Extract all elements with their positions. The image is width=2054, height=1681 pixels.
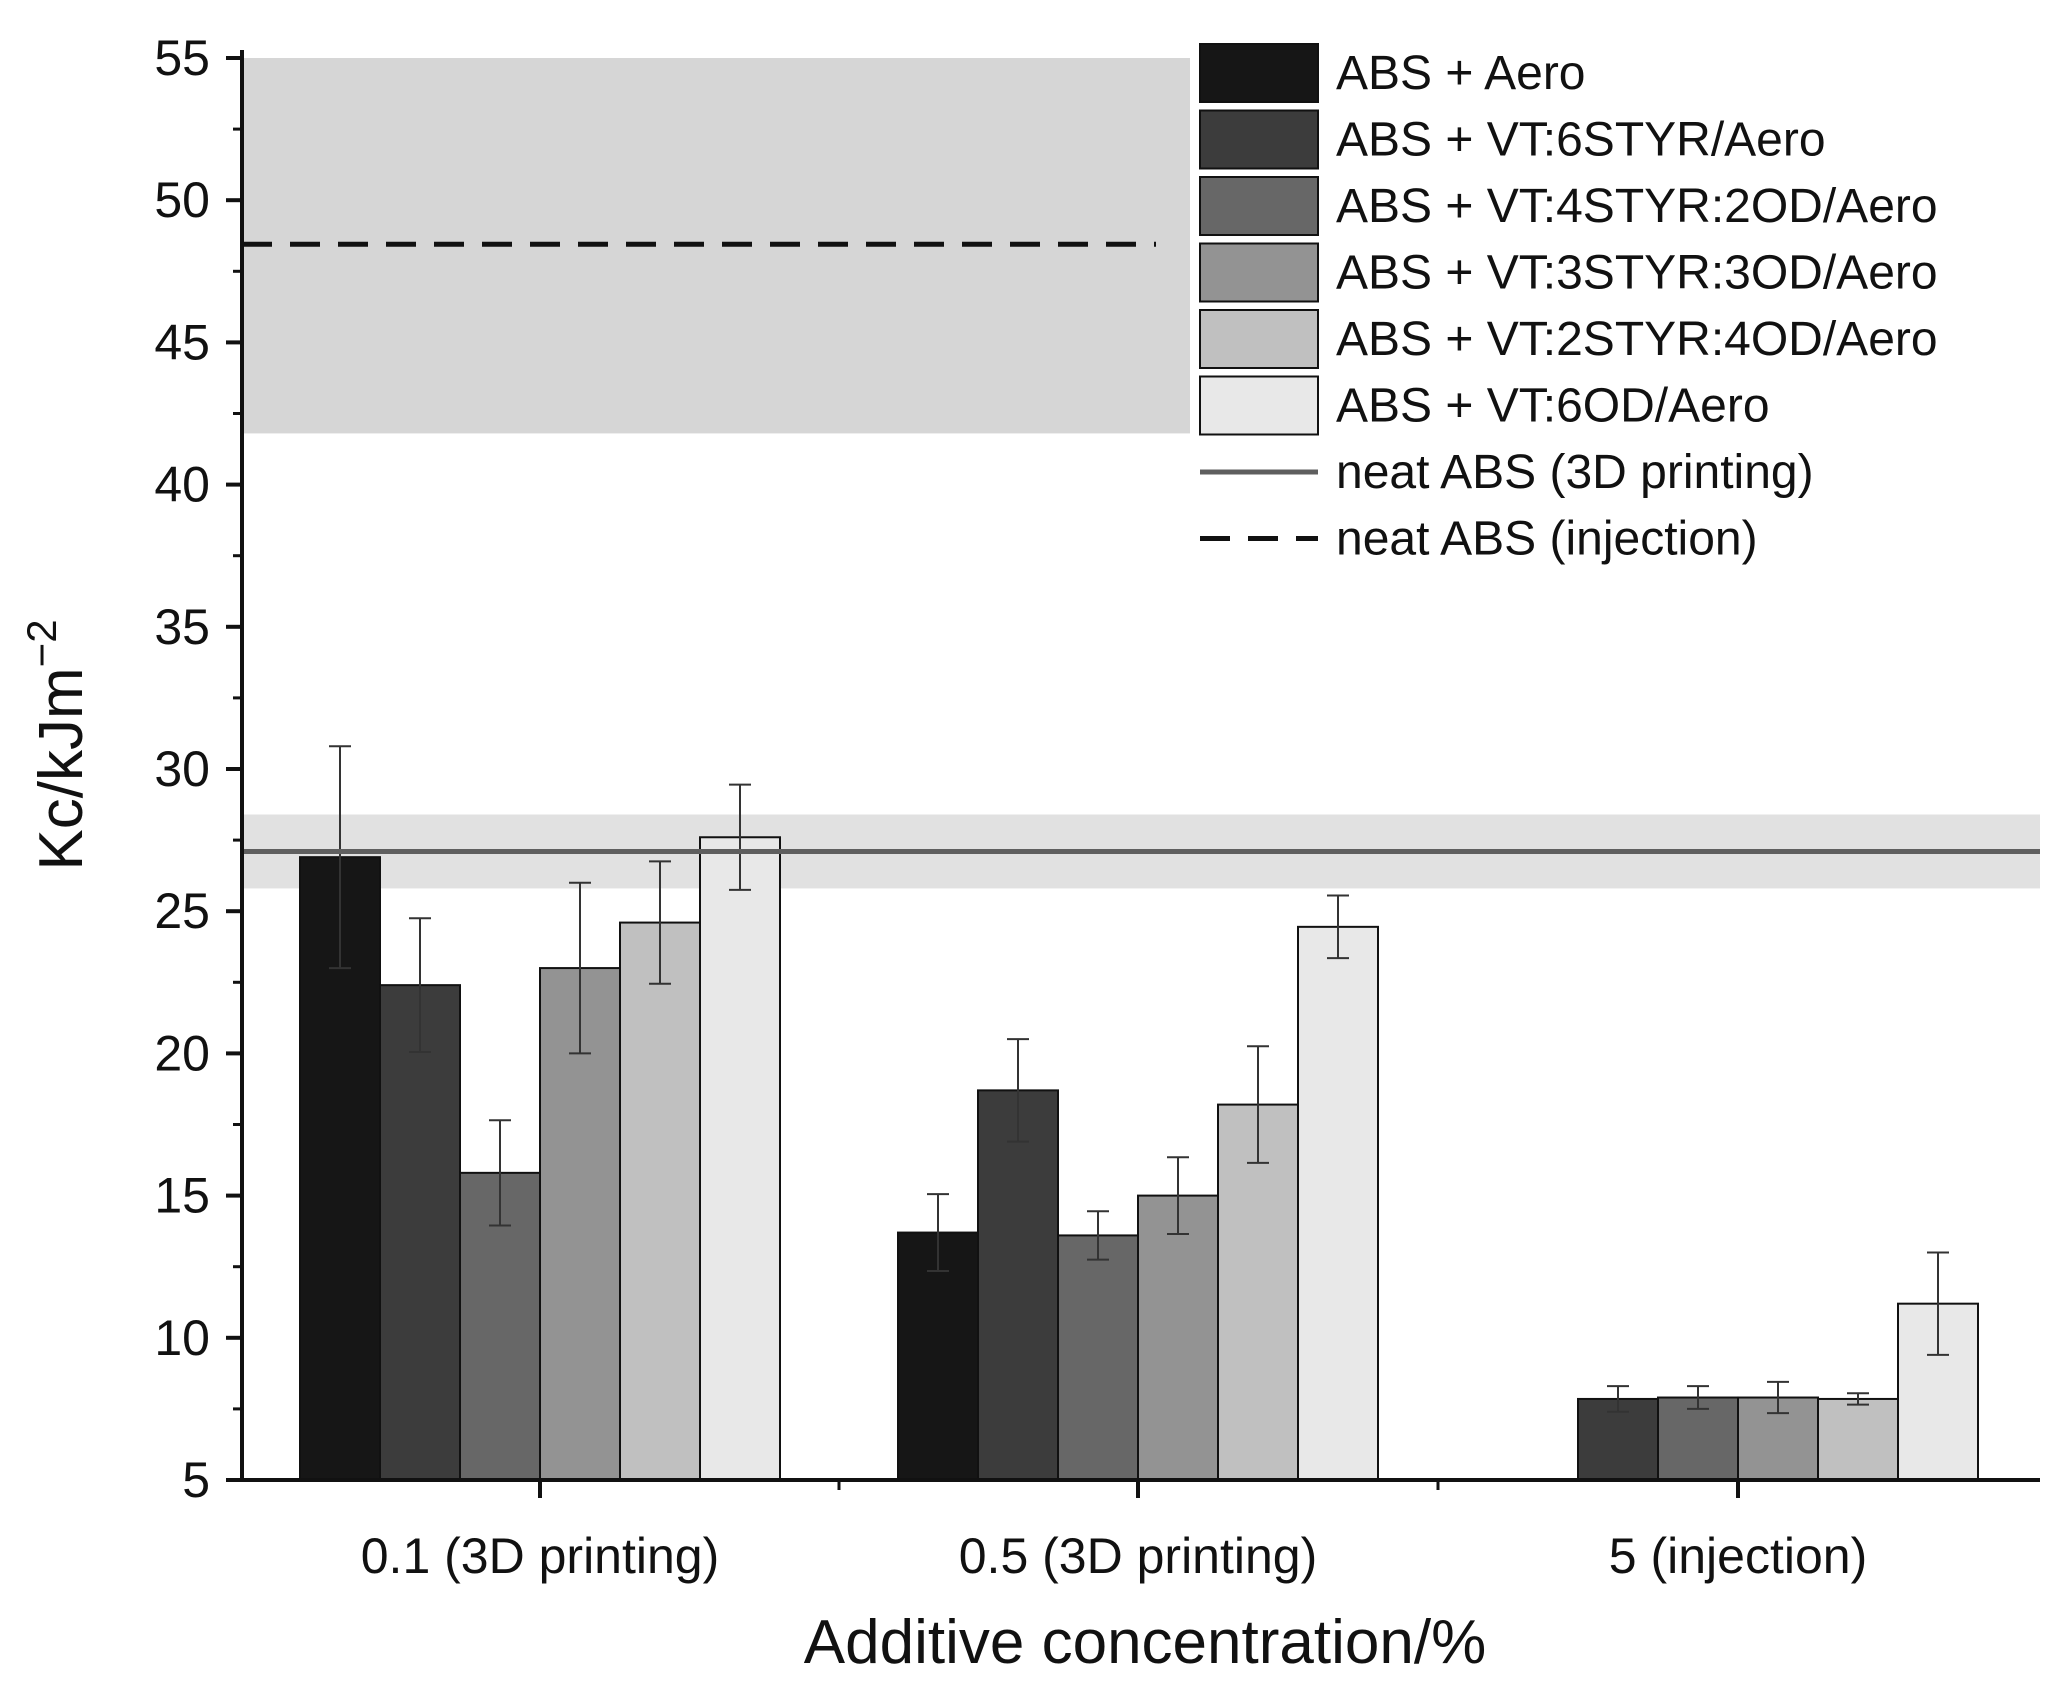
bar-5-2 [1217, 1103, 1299, 1482]
y-axis-title-main: Kc/kJm [27, 667, 96, 870]
y-tick-labels: 5 10 15 20 25 30 35 40 45 50 55 [154, 30, 210, 1508]
y-tick-label-30: 30 [154, 741, 210, 797]
x-tick-labels: 0.1 (3D printing) 0.5 (3D printing) 5 (inj… [361, 1528, 1867, 1584]
bar-4-2 [1137, 1194, 1219, 1481]
y-tick-label-20: 20 [154, 1025, 210, 1081]
y-tick-label-25: 25 [154, 883, 210, 939]
y-tick-label-5: 5 [182, 1452, 210, 1508]
bar-2-2 [977, 1089, 1059, 1481]
legend-swatch-2 [1199, 109, 1319, 170]
legend-swatch-4 [1199, 242, 1319, 303]
y-tick-label-50: 50 [154, 172, 210, 228]
bar-5-3 [1817, 1397, 1899, 1482]
x-tick-label-3: 5 (injection) [1609, 1528, 1867, 1584]
legend-label-1: ABS + Aero [1336, 47, 1586, 100]
legend-swatch-1 [1199, 43, 1319, 103]
x-tick-label-2: 0.5 (3D printing) [959, 1528, 1318, 1584]
legend-swatch-5 [1199, 309, 1319, 369]
legend-swatch-6 [1199, 375, 1319, 436]
legend-label-2: ABS + VT:6STYR/Aero [1336, 114, 1826, 167]
axes [226, 50, 2040, 1498]
bar-2-1 [379, 984, 461, 1481]
legend: ABS + Aero ABS + VT:6STYR/Aero ABS + VT:4S… [1199, 43, 1938, 566]
bar-6-2 [1297, 925, 1379, 1481]
legend-label-6: ABS + VT:6OD/Aero [1336, 380, 1770, 433]
legend-label-8: neat ABS (injection) [1336, 513, 1758, 566]
error-bars-layer [329, 745, 1949, 1415]
legend-label-5: ABS + VT:2STYR:4OD/Aero [1336, 313, 1938, 366]
y-axis-title-superscript: −2 [18, 619, 65, 667]
bar-5-1 [619, 921, 701, 1481]
bar-3-3 [1657, 1396, 1739, 1482]
reference-lines-layer [242, 241, 2040, 854]
band-neat-abs-injection [242, 58, 1190, 434]
y-tick-label-35: 35 [154, 599, 210, 655]
y-tick-label-15: 15 [154, 1168, 210, 1224]
legend-swatch-3 [1199, 176, 1319, 236]
y-tick-label-55: 55 [154, 30, 210, 86]
y-tick-label-45: 45 [154, 314, 210, 370]
legend-label-4: ABS + VT:3STYR:3OD/Aero [1336, 247, 1938, 300]
y-tick-label-10: 10 [154, 1310, 210, 1366]
bars-layer [299, 836, 1979, 1482]
y-tick-label-40: 40 [154, 457, 210, 513]
x-tick-label-1: 0.1 (3D printing) [361, 1528, 720, 1584]
bar-6-1 [699, 836, 781, 1481]
y-axis-title: Kc/kJm−2 [18, 619, 96, 870]
legend-label-3: ABS + VT:4STYR:2OD/Aero [1336, 180, 1938, 233]
legend-label-7: neat ABS (3D printing) [1336, 446, 1814, 499]
x-axis-title: Additive concentration/% [804, 1608, 1486, 1677]
bar-3-2 [1057, 1234, 1139, 1482]
